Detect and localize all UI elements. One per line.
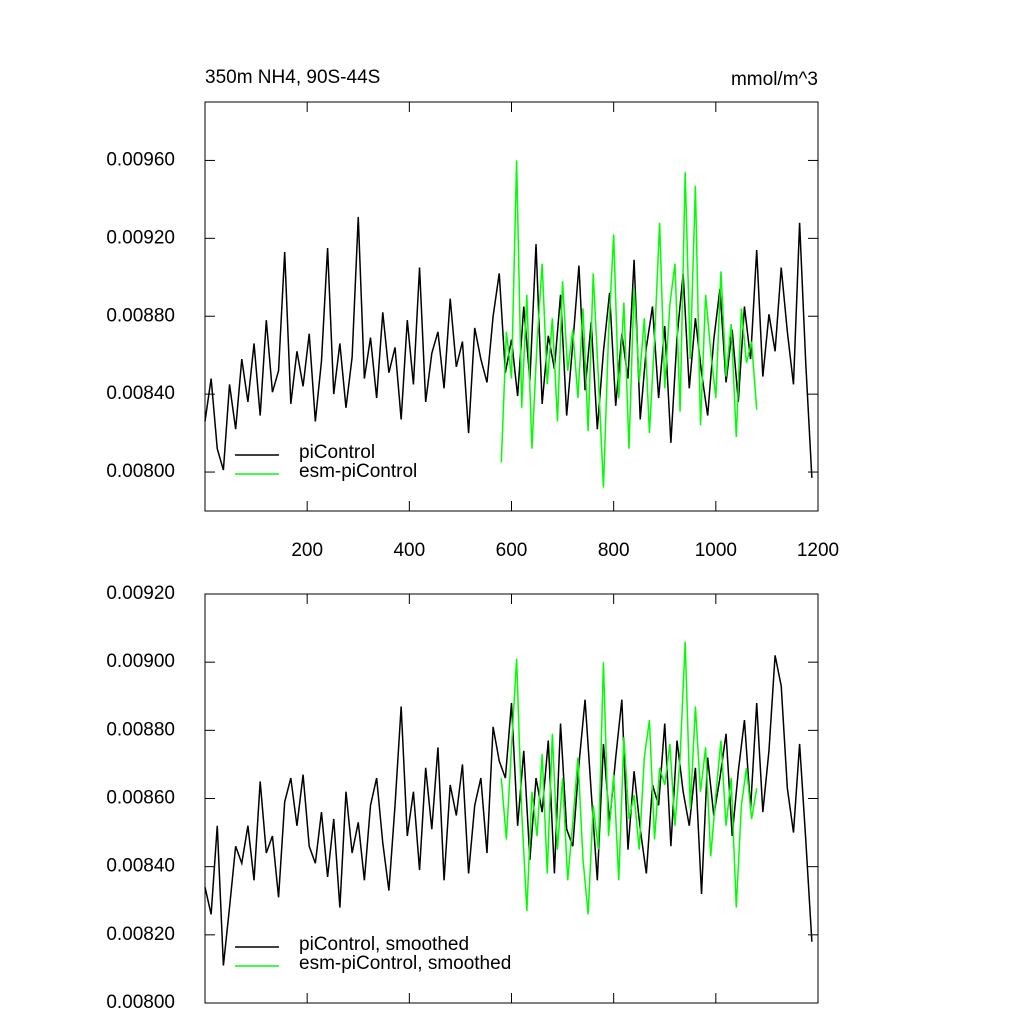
y-tick-label: 0.00800 xyxy=(106,461,175,482)
legend-label: piControl xyxy=(299,442,375,463)
legend-label: esm-piControl, smoothed xyxy=(299,953,511,974)
units-label: mmol/m^3 xyxy=(731,69,818,90)
legend-label: piControl, smoothed xyxy=(299,934,469,955)
plot-frame xyxy=(204,593,819,1004)
y-tick-label: 0.00920 xyxy=(106,227,175,248)
y-tick-label: 0.00900 xyxy=(106,651,175,672)
legend-label: esm-piControl xyxy=(299,461,417,482)
y-tick-label: 0.00800 xyxy=(106,992,175,1013)
x-tick-label: 600 xyxy=(496,540,528,561)
y-tick-label: 0.00920 xyxy=(106,583,175,604)
x-tick-label: 800 xyxy=(598,540,630,561)
data-line xyxy=(204,655,813,966)
y-tick-label: 0.00840 xyxy=(106,856,175,877)
x-tick-label: 200 xyxy=(291,540,323,561)
y-tick-label: 0.00860 xyxy=(106,788,175,809)
data-line xyxy=(500,641,758,915)
y-tick-label: 0.00880 xyxy=(106,719,175,740)
y-tick-label: 0.00960 xyxy=(106,149,175,170)
x-tick-label: 1000 xyxy=(695,540,737,561)
chart-title: 350m NH4, 90S-44S xyxy=(205,67,380,88)
plot-frame xyxy=(204,101,819,512)
x-tick-label: 400 xyxy=(393,540,425,561)
x-tick-label: 1200 xyxy=(797,540,839,561)
y-tick-label: 0.00840 xyxy=(106,383,175,404)
y-tick-label: 0.00880 xyxy=(106,305,175,326)
data-line xyxy=(500,160,758,488)
y-tick-label: 0.00820 xyxy=(106,924,175,945)
